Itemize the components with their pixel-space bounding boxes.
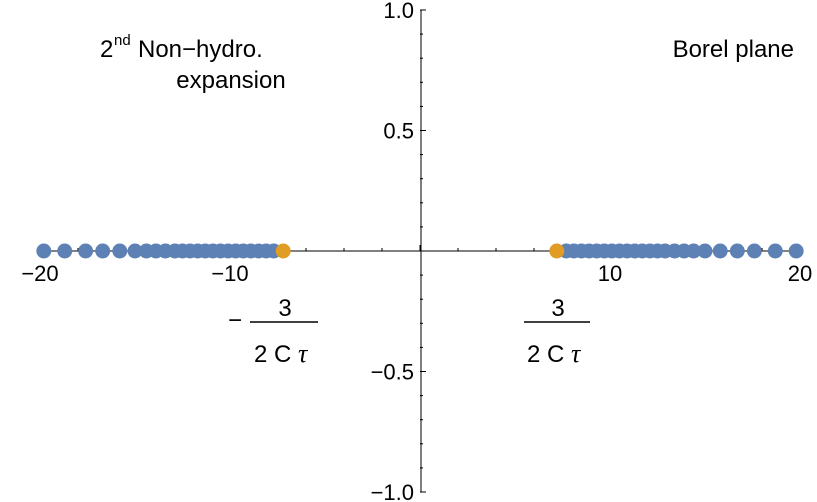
data-point xyxy=(112,243,128,259)
pos-fraction-den-symbol: τ xyxy=(571,339,582,368)
annotation-line1: Non−hydro. xyxy=(138,36,263,63)
data-point xyxy=(36,243,52,259)
highlight-point xyxy=(549,243,565,259)
neg-fraction-numerator: 3 xyxy=(278,295,291,322)
x-tick-label: −10 xyxy=(211,261,248,286)
data-point xyxy=(767,243,783,259)
data-points xyxy=(36,243,804,259)
data-point xyxy=(729,243,745,259)
data-point xyxy=(57,243,73,259)
y-tick-label: −0.5 xyxy=(371,360,414,385)
x-tick-label: 10 xyxy=(598,261,622,286)
data-point xyxy=(686,243,702,259)
data-point xyxy=(712,243,728,259)
data-point xyxy=(127,243,143,259)
data-point xyxy=(697,243,713,259)
neg-fraction-den-symbol: τ xyxy=(298,339,309,368)
neg-fraction-sign: − xyxy=(228,307,242,334)
annotation-top-left: 2 nd Non−hydro. expansion xyxy=(100,32,286,94)
data-point xyxy=(78,243,94,259)
neg-fraction-den-prefix: 2 C xyxy=(254,341,291,368)
y-tick-label: −1.0 xyxy=(371,480,414,502)
pos-fraction-den-prefix: 2 C xyxy=(527,341,564,368)
data-point xyxy=(788,243,804,259)
annotation-line2: expansion xyxy=(176,67,285,94)
positive-fraction: 3 2 C τ xyxy=(524,295,590,368)
annotation-superscript: nd xyxy=(114,32,131,49)
y-tick-label: 0.5 xyxy=(383,119,414,144)
pos-fraction-numerator: 3 xyxy=(551,295,564,322)
x-tick-label: −20 xyxy=(21,261,58,286)
tick-labels: −20 −10 10 20 1.0 0.5 −0.5 −1.0 xyxy=(21,0,812,502)
data-point xyxy=(746,243,762,259)
highlight-point xyxy=(275,243,291,259)
y-tick-label: 1.0 xyxy=(383,0,414,23)
annotation-top-right: Borel plane xyxy=(673,36,794,63)
annotation-sup-prefix: 2 xyxy=(100,36,113,63)
data-point xyxy=(95,243,111,259)
x-tick-label: 20 xyxy=(788,261,812,286)
negative-fraction: − 3 2 C τ xyxy=(228,295,318,368)
